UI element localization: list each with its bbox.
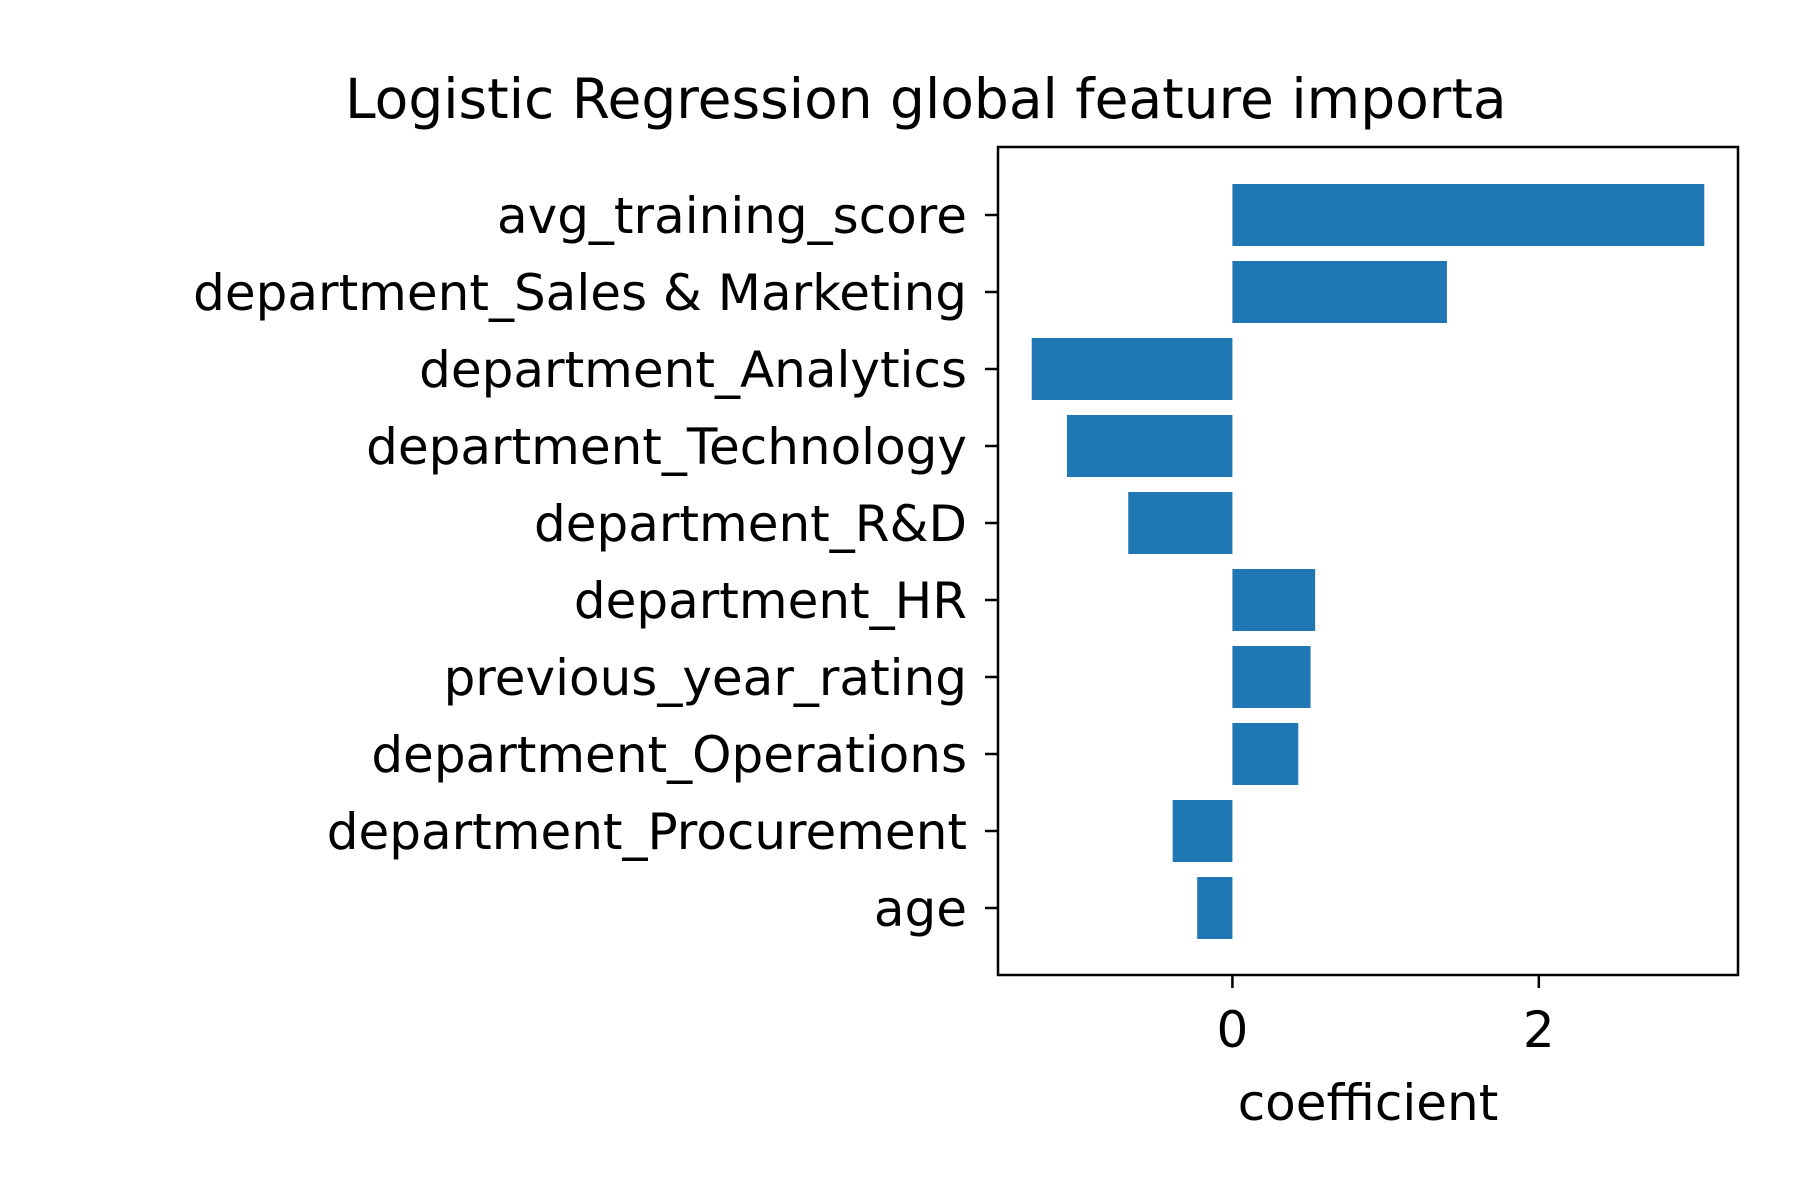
chart-title: Logistic Regression global feature impor… xyxy=(345,67,1507,131)
bar xyxy=(1128,492,1233,554)
bar xyxy=(1232,261,1447,323)
y-tick-label: department_Analytics xyxy=(419,341,967,399)
y-tick-label: department_R&D xyxy=(534,495,967,553)
plot-frame xyxy=(996,145,1740,977)
y-tick-label: avg_training_score xyxy=(497,187,967,245)
y-ticks-group: avg_training_score department_Sales & Mar… xyxy=(193,187,998,938)
y-tick-label: department_Technology xyxy=(366,418,967,476)
y-tick-label: department_Operations xyxy=(371,726,967,784)
y-tick-label: age xyxy=(874,880,967,938)
bar xyxy=(1232,184,1705,246)
y-tick-label: department_Sales & Marketing xyxy=(193,264,967,322)
bar xyxy=(1172,800,1233,862)
y-tick-label: department_Procurement xyxy=(327,803,967,861)
bar xyxy=(1066,415,1233,477)
bars-group xyxy=(1031,184,1705,939)
bar xyxy=(1031,338,1233,400)
x-tick-label: 0 xyxy=(1217,1001,1249,1059)
bar xyxy=(1232,569,1316,631)
x-axis-label: coefficient xyxy=(1238,1074,1499,1132)
bar xyxy=(1232,646,1311,708)
y-tick-label: department_HR xyxy=(574,572,967,630)
y-tick-label: previous_year_rating xyxy=(444,649,967,707)
bar xyxy=(1197,877,1233,939)
x-tick-label: 2 xyxy=(1523,1001,1555,1059)
bar xyxy=(1232,723,1299,785)
